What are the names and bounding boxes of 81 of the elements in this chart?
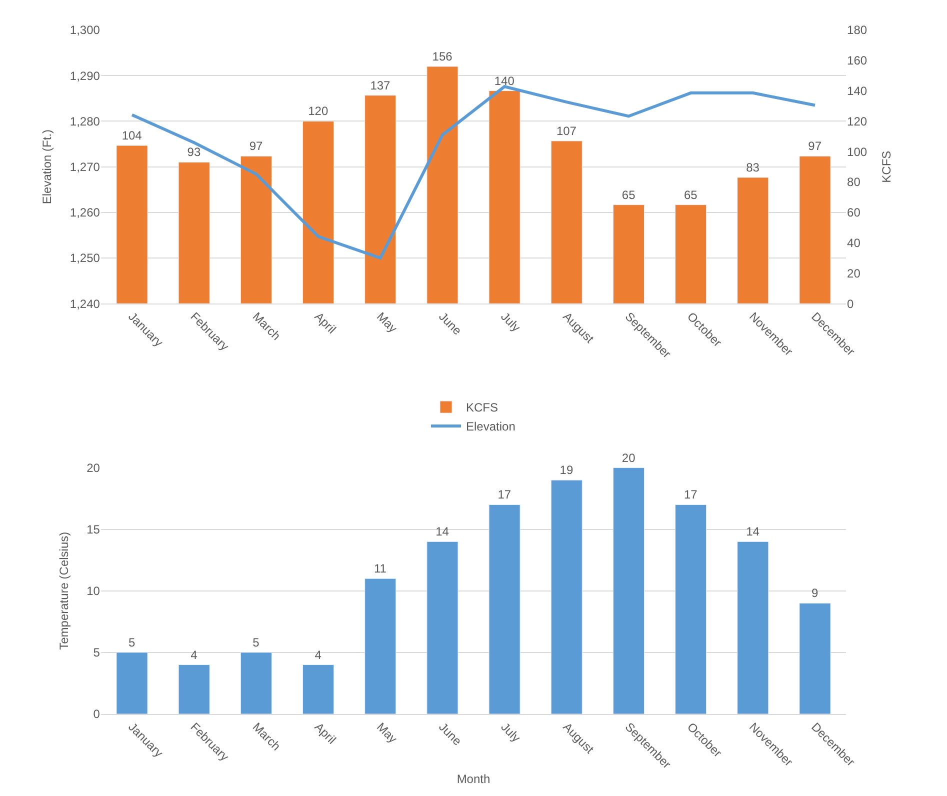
y2-tick-label: 40 bbox=[847, 236, 861, 250]
bar bbox=[550, 480, 582, 714]
data-label: 83 bbox=[746, 160, 760, 174]
y-tick-label: 1,300 bbox=[70, 23, 100, 38]
y-tick-label: 1,260 bbox=[70, 206, 100, 220]
y-tick-label: 1,290 bbox=[70, 68, 100, 83]
bar bbox=[799, 602, 831, 714]
y-tick-label: 20 bbox=[86, 460, 100, 475]
x-axis-title: Month bbox=[456, 772, 490, 786]
bar bbox=[426, 66, 458, 304]
y-tick-label: 0 bbox=[93, 707, 100, 722]
bar bbox=[240, 652, 272, 714]
bar bbox=[364, 578, 396, 714]
x-tick-label: April bbox=[312, 309, 339, 336]
y2-tick-label: 20 bbox=[847, 266, 861, 280]
data-label: 20 bbox=[622, 450, 636, 465]
legend-label: KCFS bbox=[466, 400, 498, 415]
data-label: 140 bbox=[494, 74, 515, 88]
y-tick-label: 5 bbox=[93, 646, 100, 660]
data-label: 65 bbox=[622, 188, 636, 202]
x-tick-label: May bbox=[374, 720, 400, 746]
bar bbox=[302, 120, 334, 304]
bar bbox=[488, 504, 520, 714]
bar bbox=[364, 95, 396, 304]
data-label: 120 bbox=[308, 104, 328, 118]
data-label: 9 bbox=[811, 586, 818, 600]
bar bbox=[178, 664, 210, 714]
data-label: 65 bbox=[684, 188, 698, 202]
data-label: 4 bbox=[190, 648, 198, 662]
data-label: 156 bbox=[432, 49, 453, 64]
data-label: 97 bbox=[808, 139, 822, 154]
y-axis-title: Temperature (Celsius) bbox=[56, 532, 71, 650]
bar bbox=[737, 541, 769, 714]
bar bbox=[302, 664, 334, 714]
y2-tick-label: 0 bbox=[847, 296, 854, 311]
bar bbox=[488, 90, 520, 304]
bar bbox=[550, 140, 582, 304]
y2-tick-label: 140 bbox=[847, 84, 868, 98]
y2-tick-label: 60 bbox=[847, 206, 861, 220]
y2-tick-label: 180 bbox=[847, 23, 868, 38]
y-tick-label: 1,280 bbox=[70, 114, 100, 128]
bar bbox=[675, 204, 707, 304]
bar bbox=[178, 162, 210, 304]
bar bbox=[116, 145, 148, 304]
y-tick-label: 10 bbox=[86, 584, 100, 598]
data-label: 5 bbox=[128, 635, 136, 650]
y2-tick-label: 80 bbox=[847, 175, 861, 190]
x-tick-label: July bbox=[498, 720, 524, 745]
bar bbox=[612, 204, 644, 304]
data-label: 93 bbox=[187, 145, 201, 160]
x-tick-label: July bbox=[498, 309, 524, 334]
data-label: 14 bbox=[746, 524, 760, 539]
y-tick-label: 1,250 bbox=[70, 251, 100, 266]
data-label: 4 bbox=[314, 648, 322, 662]
data-label: 104 bbox=[122, 128, 142, 143]
bar bbox=[737, 177, 769, 304]
data-label: 11 bbox=[374, 562, 387, 576]
legend-label: Elevation bbox=[466, 420, 516, 434]
y-tick-label: 15 bbox=[86, 522, 100, 537]
data-label: 97 bbox=[249, 139, 264, 154]
bar bbox=[612, 468, 644, 714]
data-label: 14 bbox=[436, 524, 450, 539]
y-axis-title: Elevation (Ft.) bbox=[40, 129, 54, 204]
data-label: 19 bbox=[560, 463, 574, 478]
data-label: 137 bbox=[370, 78, 391, 92]
data-label: 17 bbox=[498, 488, 512, 502]
y-tick-label: 1,270 bbox=[70, 160, 100, 174]
y-tick-label: 1,240 bbox=[70, 296, 100, 311]
y2-axis-title: KCFS bbox=[879, 150, 894, 183]
y2-tick-label: 160 bbox=[847, 54, 868, 68]
bar bbox=[116, 652, 148, 714]
y2-tick-label: 120 bbox=[847, 114, 868, 128]
bar bbox=[799, 156, 831, 304]
bar bbox=[240, 156, 272, 304]
data-label: 107 bbox=[556, 124, 577, 138]
bar bbox=[675, 504, 707, 714]
data-label: 17 bbox=[684, 488, 698, 502]
y2-tick-label: 100 bbox=[847, 144, 868, 159]
x-tick-label: April bbox=[312, 720, 339, 747]
data-label: 5 bbox=[252, 635, 260, 650]
bar bbox=[426, 541, 458, 714]
